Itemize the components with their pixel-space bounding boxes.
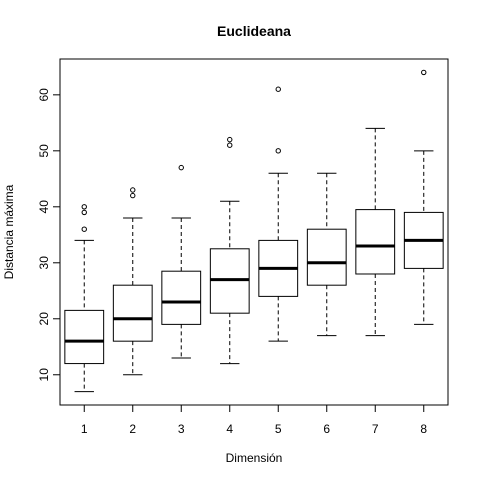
y-axis-label: Distancia máxima (2, 184, 16, 279)
box-iqr (355, 209, 396, 275)
box-group (403, 69, 444, 325)
box-group (64, 204, 105, 393)
y-axis: 10 20 30 40 50 60 (37, 88, 61, 382)
y-tick-label: 10 (37, 368, 51, 382)
box-iqr (64, 309, 105, 365)
x-tick-label: 4 (226, 422, 233, 436)
outlier-point (130, 192, 136, 199)
box-group (161, 164, 202, 359)
x-tick-label: 8 (420, 422, 427, 436)
x-axis: 1 2 3 4 5 6 7 8 (81, 404, 427, 436)
y-tick-label: 60 (37, 88, 51, 102)
outlier-point (178, 164, 184, 171)
x-axis-label: Dimensión (226, 451, 283, 465)
outlier-point (227, 136, 233, 143)
x-tick-label: 7 (372, 422, 379, 436)
x-tick-label: 2 (129, 422, 136, 436)
y-tick-label: 40 (37, 200, 51, 214)
chart-title: Euclideana (217, 23, 291, 39)
box-group (209, 136, 250, 365)
y-tick-label: 50 (37, 144, 51, 158)
x-tick-label: 1 (81, 422, 88, 436)
outlier-point (81, 204, 87, 210)
outlier-point (130, 187, 136, 193)
box-iqr (306, 228, 347, 286)
x-tick-label: 6 (323, 422, 330, 436)
outlier-point (81, 226, 87, 232)
outlier-point (227, 142, 233, 148)
box-group (258, 86, 299, 342)
x-tick-label: 5 (275, 422, 282, 436)
box-group (355, 127, 396, 337)
outlier-point (275, 148, 281, 154)
box-group (112, 187, 153, 376)
y-tick-label: 20 (37, 312, 51, 326)
box-group (306, 172, 347, 337)
outlier-point (421, 69, 427, 76)
box-iqr (161, 270, 202, 325)
x-tick-label: 3 (178, 422, 185, 436)
y-tick-label: 30 (37, 256, 51, 270)
outlier-point (275, 86, 281, 92)
box-iqr (112, 284, 153, 342)
boxes-group (64, 69, 444, 393)
outlier-point (81, 209, 87, 216)
